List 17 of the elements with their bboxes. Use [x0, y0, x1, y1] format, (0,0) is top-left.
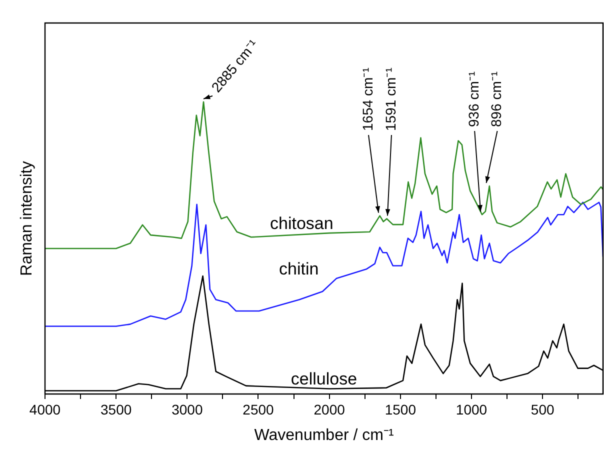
x-tick-label: 2000	[314, 401, 346, 418]
annotation: 936 cm⁻¹	[465, 71, 482, 127]
x-tick-label: 4000	[29, 401, 61, 418]
x-axis-title: Wavenumber / cm⁻¹	[254, 426, 394, 444]
series-label: chitosan	[270, 214, 334, 234]
x-tick-label: 500	[530, 401, 554, 418]
annotation: 1654 cm⁻¹	[359, 67, 376, 131]
x-tick-label: 3500	[100, 401, 132, 418]
series-label: cellulose	[290, 370, 358, 389]
x-tick-label: 2500	[242, 401, 274, 418]
x-tick-label: 1000	[456, 401, 488, 418]
series-label: chitin	[279, 259, 319, 278]
annotation: 896 cm⁻¹	[488, 71, 504, 127]
x-tick-label: 1500	[384, 401, 416, 418]
annotation: 1591 cm⁻¹	[382, 67, 398, 131]
x-tick-label: 3000	[172, 401, 203, 418]
y-axis-title: Raman intensity	[18, 161, 36, 276]
